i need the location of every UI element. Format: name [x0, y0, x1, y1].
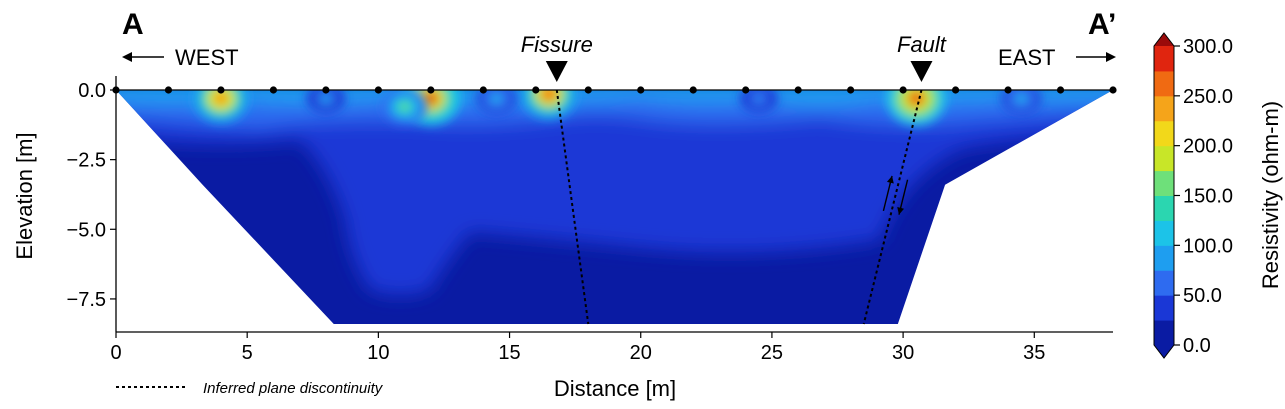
- y-tick-label-2: −5.0: [67, 219, 106, 241]
- colorbar-level-0: [1154, 320, 1174, 346]
- electrode-18: [1004, 86, 1012, 94]
- colorbar-level-9: [1154, 95, 1174, 122]
- x-tick-label-20: 20: [630, 342, 652, 364]
- fault-label: Fault: [897, 32, 947, 57]
- colorbar: 0.0 50.0 100.0 150.0 200.0 250.0 300.0: [1153, 32, 1233, 359]
- electrode-3: [217, 86, 225, 94]
- colorbar-tick-label-6: 300.0: [1183, 36, 1233, 58]
- electrode-17: [951, 86, 960, 94]
- colorbar-level-8: [1154, 120, 1174, 147]
- colorbar-label: Resistivity (ohm-m): [1258, 101, 1283, 289]
- x-axis: 0 5 10 15 20 25 30 35: [110, 332, 1045, 364]
- colorbar-level-1: [1154, 295, 1174, 321]
- y-tick-label-3: −7.5: [67, 289, 106, 311]
- axes-frame: [115, 76, 1113, 333]
- electrode-8: [479, 86, 487, 94]
- moderate-layer: [116, 90, 1113, 295]
- colorbar-tick-label-2: 100.0: [1183, 235, 1233, 257]
- resistivity-anomaly-5: [382, 90, 427, 125]
- fault-marker-icon: [910, 61, 933, 82]
- annotation-layer: Fissure Fault: [521, 32, 947, 325]
- electrode-14: [794, 86, 802, 94]
- fissure-marker-icon: [545, 61, 568, 82]
- colorbar-level-10: [1154, 70, 1174, 97]
- electrode-20: [1109, 86, 1117, 94]
- electrode-5: [322, 86, 330, 94]
- electrode-19: [1056, 86, 1065, 94]
- y-axis: 0.0 −2.5 −5.0 −7.5: [67, 80, 116, 311]
- electrode-4: [269, 86, 278, 94]
- resistivity-anomaly-1: [192, 90, 250, 124]
- colorbar-level-4: [1154, 220, 1174, 246]
- colorbar-tick-label-5: 250.0: [1183, 86, 1233, 108]
- near-surface-layer: [116, 90, 1113, 105]
- colorbar-level-7: [1154, 145, 1174, 172]
- resistivity-anomaly-7: [306, 90, 346, 113]
- section-start-label: A: [122, 8, 144, 41]
- colorbar-tick-label-3: 150.0: [1183, 186, 1233, 208]
- x-tick-label-30: 30: [892, 342, 914, 364]
- colorbar-level-2: [1154, 270, 1174, 296]
- y-tick-label-0: 0.0: [78, 80, 106, 102]
- legend-label: Inferred plane discontinuity: [203, 380, 384, 397]
- fissure-label: Fissure: [521, 32, 593, 57]
- y-tick-label-1: −2.5: [67, 150, 106, 172]
- x-tick-label-10: 10: [367, 342, 389, 364]
- electrode-13: [742, 86, 750, 94]
- electrode-2: [164, 86, 173, 94]
- resistivity-anomaly-8: [740, 90, 778, 112]
- resistivity-layers: [116, 90, 1113, 295]
- x-tick-label-0: 0: [110, 342, 121, 364]
- colorbar-level-5: [1154, 195, 1174, 221]
- section-end-label: A’: [1088, 8, 1116, 41]
- electrode-7: [427, 86, 435, 94]
- electrode-12: [689, 86, 697, 94]
- colorbar-tick-label-4: 200.0: [1183, 136, 1233, 158]
- colorbar-max-extension: [1154, 33, 1174, 46]
- y-axis-label: Elevation [m]: [12, 132, 37, 259]
- electrode-10: [584, 86, 592, 94]
- electrode-9: [532, 86, 540, 94]
- x-tick-label-15: 15: [498, 342, 520, 364]
- x-tick-label-25: 25: [761, 342, 783, 364]
- resistivity-domain: [116, 90, 1113, 324]
- colorbar-level-3: [1154, 245, 1174, 271]
- resistivity-anomaly-4: [885, 90, 947, 126]
- east-arrow-icon: [1076, 52, 1116, 62]
- x-tick-label-35: 35: [1023, 342, 1045, 364]
- electrode-11: [637, 86, 645, 94]
- legend: Inferred plane discontinuity: [116, 380, 384, 397]
- west-label: WEST: [175, 45, 239, 70]
- west-arrow-icon: [122, 52, 164, 62]
- electrode-6: [374, 86, 382, 94]
- x-axis-label: Distance [m]: [554, 376, 676, 401]
- fault-slip-arrows-icon: [882, 175, 909, 215]
- resistivity-anomaly-3: [520, 90, 578, 120]
- electrode-15: [847, 86, 855, 94]
- fault-discontinuity-line: [862, 89, 923, 325]
- east-label: EAST: [998, 45, 1055, 70]
- colorbar-tick-label-0: 0.0: [1183, 335, 1211, 357]
- colorbar-level-11: [1154, 46, 1174, 72]
- colorbar-tick-label-1: 50.0: [1183, 285, 1222, 307]
- electrode-16: [899, 86, 907, 94]
- colorbar-level-6: [1154, 170, 1174, 196]
- x-tick-label-5: 5: [242, 342, 253, 364]
- colorbar-min-extension: [1154, 345, 1174, 358]
